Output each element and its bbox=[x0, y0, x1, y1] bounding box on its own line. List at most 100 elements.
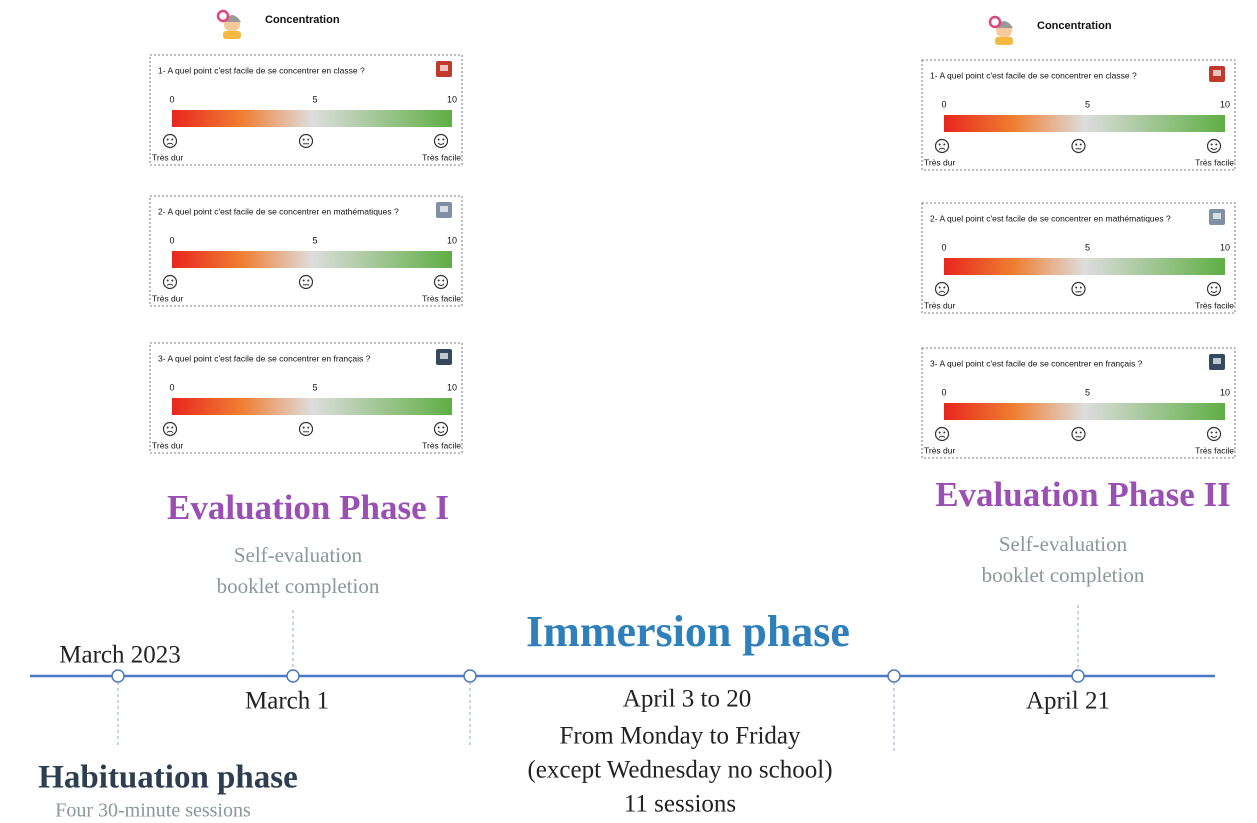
phase-detail: April 3 to 20 bbox=[623, 686, 751, 713]
face-eye bbox=[943, 432, 945, 434]
question-card: 3- A quel point c'est facile de se conce… bbox=[150, 343, 462, 453]
face-icon bbox=[1208, 428, 1221, 441]
phase-title: Evaluation Phase II bbox=[935, 475, 1231, 514]
question-text: 2- A quel point c'est facile de se conce… bbox=[158, 206, 399, 216]
icon-detail bbox=[1213, 358, 1221, 364]
avatar-icon bbox=[218, 11, 241, 39]
face-eye bbox=[438, 427, 440, 429]
scale-low-label: Très dur bbox=[152, 440, 184, 450]
face-outline bbox=[164, 423, 177, 436]
avatar-target bbox=[990, 17, 1000, 27]
face-eye bbox=[171, 280, 173, 282]
face-outline bbox=[1208, 140, 1221, 153]
scale-bar bbox=[944, 115, 1225, 132]
face-outline bbox=[435, 276, 448, 289]
labels: Evaluation Phase I Self-evaluation bookl… bbox=[38, 475, 1231, 822]
scale-bar bbox=[172, 110, 452, 127]
phase-description: Self-evaluation bbox=[234, 543, 363, 567]
question-card: 1- A quel point c'est facile de se conce… bbox=[922, 60, 1235, 170]
avatar-body bbox=[223, 31, 241, 39]
face-icon bbox=[1208, 283, 1221, 296]
scale-tick-label: 0 bbox=[169, 94, 174, 104]
scale-high-label: Très facile bbox=[1195, 157, 1234, 167]
scale-tick-label: 5 bbox=[1085, 99, 1090, 109]
face-eye bbox=[171, 427, 173, 429]
phase-description: Four 30-minute sessions bbox=[55, 800, 251, 822]
face-eye bbox=[939, 287, 941, 289]
question-card: 2- A quel point c'est facile de se conce… bbox=[150, 196, 462, 306]
subject-icon bbox=[436, 349, 452, 365]
icon-detail bbox=[440, 65, 448, 71]
scale-low-label: Très dur bbox=[924, 445, 956, 455]
icon-detail bbox=[440, 353, 448, 359]
face-eye bbox=[171, 139, 173, 141]
face-icon bbox=[300, 276, 313, 289]
face-eye bbox=[442, 280, 444, 282]
face-eye bbox=[303, 280, 305, 282]
scale-high-label: Très facile bbox=[1195, 445, 1234, 455]
scale-low-label: Très dur bbox=[924, 300, 956, 310]
phase-title: Habituation phase bbox=[38, 760, 298, 796]
face-eye bbox=[1075, 287, 1077, 289]
face-outline bbox=[936, 140, 949, 153]
face-eye bbox=[1215, 144, 1217, 146]
face-outline bbox=[435, 135, 448, 148]
date-label: March 1 bbox=[245, 688, 329, 715]
face-icon bbox=[300, 423, 313, 436]
subject-icon bbox=[436, 202, 452, 218]
face-eye bbox=[939, 144, 941, 146]
question-text: 2- A quel point c'est facile de se conce… bbox=[930, 213, 1171, 223]
face-eye bbox=[307, 280, 309, 282]
face-outline bbox=[1072, 140, 1085, 153]
face-icon bbox=[435, 423, 448, 436]
milestone bbox=[112, 670, 124, 682]
face-eye bbox=[1075, 432, 1077, 434]
milestone bbox=[287, 670, 299, 682]
timeline-start: March 2023 bbox=[59, 642, 181, 669]
face-eye bbox=[167, 427, 169, 429]
face-icon bbox=[936, 283, 949, 296]
scale-tick-label: 10 bbox=[447, 94, 457, 104]
face-outline bbox=[1072, 428, 1085, 441]
scale-high-label: Très facile bbox=[422, 152, 461, 162]
scale-bar bbox=[172, 251, 452, 268]
scale-tick-label: 10 bbox=[1220, 387, 1230, 397]
face-eye bbox=[442, 427, 444, 429]
face-icon bbox=[164, 276, 177, 289]
icon-detail bbox=[440, 206, 448, 212]
question-text: 3- A quel point c'est facile de se conce… bbox=[158, 353, 371, 363]
face-eye bbox=[307, 427, 309, 429]
scale-bar bbox=[944, 403, 1225, 420]
question-text: 1- A quel point c'est facile de se conce… bbox=[930, 70, 1137, 80]
face-icon bbox=[1208, 140, 1221, 153]
face-outline bbox=[1208, 428, 1221, 441]
scale-high-label: Très facile bbox=[422, 440, 461, 450]
face-icon bbox=[164, 423, 177, 436]
face-outline bbox=[164, 276, 177, 289]
icon-detail bbox=[1213, 70, 1221, 76]
face-outline bbox=[936, 428, 949, 441]
scale-low-label: Très dur bbox=[152, 152, 184, 162]
face-icon bbox=[164, 135, 177, 148]
phase-description: Self-evaluation bbox=[999, 532, 1128, 556]
scale-low-label: Très dur bbox=[924, 157, 956, 167]
study-timeline: Evaluation Phase I Self-evaluation bookl… bbox=[0, 0, 1257, 823]
phase-description: booklet completion bbox=[982, 563, 1145, 587]
question-text: 3- A quel point c'est facile de se conce… bbox=[930, 358, 1143, 368]
scale-tick-label: 0 bbox=[941, 99, 946, 109]
scale-high-label: Très facile bbox=[422, 293, 461, 303]
face-eye bbox=[167, 139, 169, 141]
scale-high-label: Très facile bbox=[1195, 300, 1234, 310]
face-icon bbox=[936, 140, 949, 153]
scale-tick-label: 5 bbox=[312, 235, 317, 245]
scale-tick-label: 10 bbox=[447, 235, 457, 245]
face-icon bbox=[1072, 283, 1085, 296]
face-outline bbox=[300, 276, 313, 289]
milestone bbox=[464, 670, 476, 682]
scale-tick-label: 0 bbox=[941, 387, 946, 397]
phase-detail: (except Wednesday no school) bbox=[527, 757, 832, 784]
subject-icon bbox=[1209, 209, 1225, 225]
face-eye bbox=[943, 144, 945, 146]
face-eye bbox=[939, 432, 941, 434]
